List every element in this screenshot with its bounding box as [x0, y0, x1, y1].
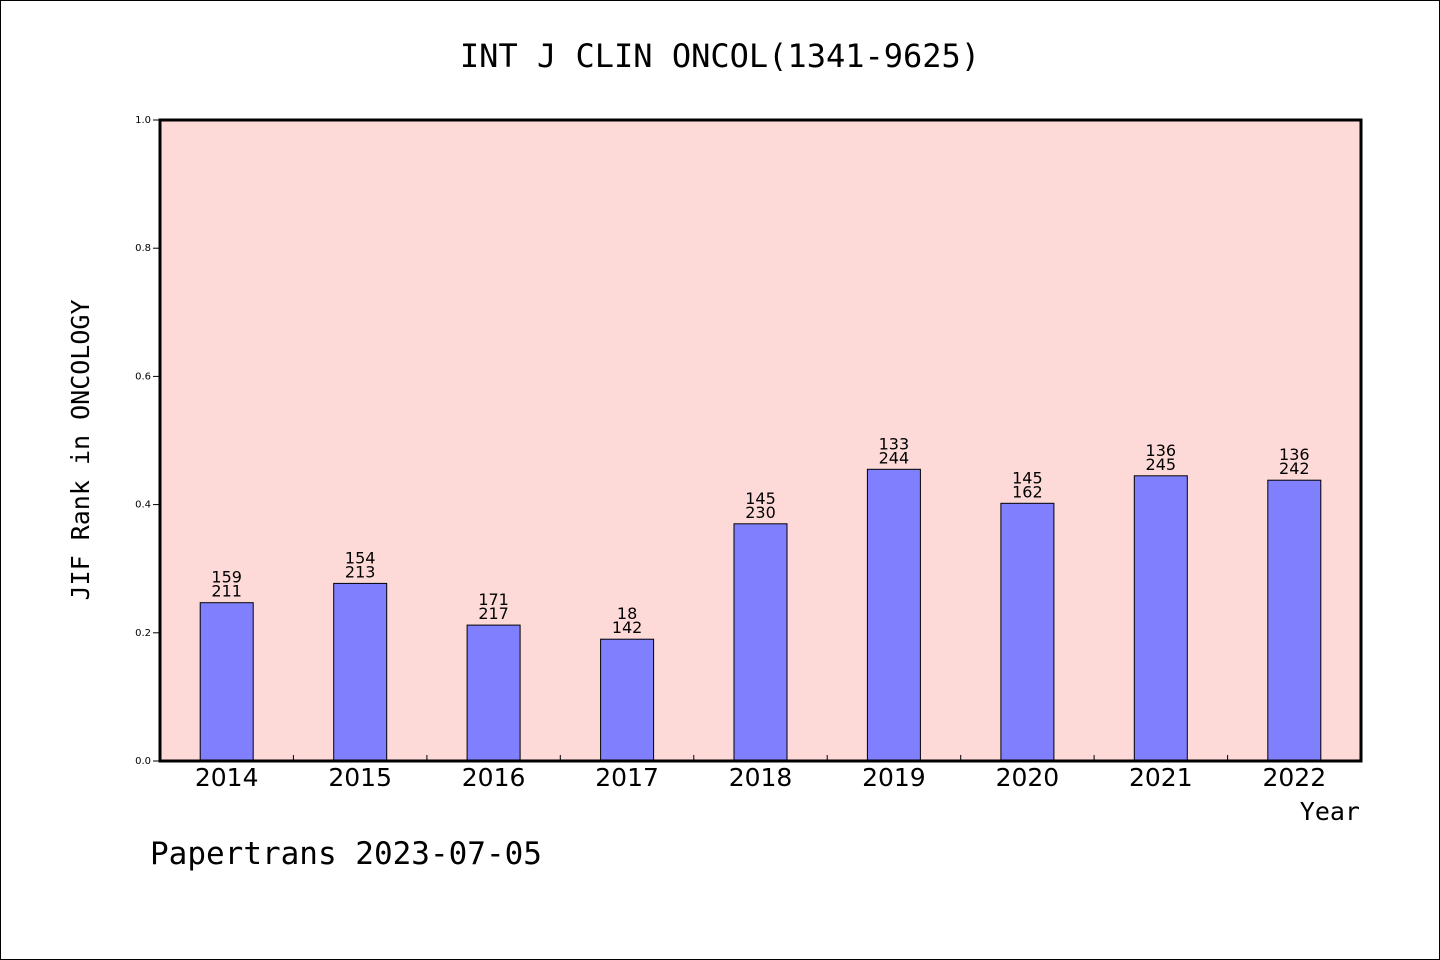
data-label-rank-2015: 154 [345, 548, 376, 567]
bars-layer [199, 468, 1322, 762]
y-tick-label-0.2: 0.2 [135, 628, 151, 639]
data-label-total-2014: 211 [211, 582, 242, 601]
data-label-rank-2019: 133 [879, 434, 910, 453]
x-axis: 2014 2015 2016 2017 2018 2019 2020 2021 2022 [195, 755, 1326, 792]
data-label-rank-2014: 159 [211, 568, 242, 587]
data-label-total-2019: 244 [879, 448, 910, 467]
data-label-total-2016: 217 [478, 604, 509, 623]
bar-2017 [600, 638, 655, 762]
y-tick-label-0.4: 0.4 [135, 500, 151, 511]
data-label-rank-2017: 18 [617, 604, 637, 623]
data-label-rank-2018: 145 [745, 489, 776, 508]
x-axis-title: Year [1300, 797, 1360, 826]
y-tick-label-0.6: 0.6 [135, 371, 151, 382]
y-tick-label-0.8: 0.8 [135, 243, 151, 254]
x-tick-label-2016: 2016 [462, 763, 526, 792]
data-label-rank-2021: 136 [1146, 441, 1177, 460]
bar-2021 [1133, 475, 1188, 762]
bar-2014 [199, 602, 254, 762]
chart-title: INT J CLIN ONCOL(1341-9625) [460, 37, 980, 75]
plot-border [158, 118, 1363, 763]
y-axis-title: JIF Rank in ONCOLOGY [66, 299, 95, 600]
data-label-total-2017: 142 [612, 618, 643, 637]
x-tick-label-2017: 2017 [595, 763, 659, 792]
data-label-total-2021: 245 [1146, 455, 1177, 474]
x-tick-label-2015: 2015 [328, 763, 392, 792]
data-label-rank-2016: 171 [478, 590, 509, 609]
y-tick-label-1.0: 1.0 [135, 115, 151, 126]
data-label-total-2020: 162 [1012, 482, 1043, 501]
bar-2022 [1267, 479, 1322, 762]
y-axis: 0.0 0.2 0.4 0.6 0.8 1.0 [135, 115, 160, 767]
data-label-rank-2020: 145 [1012, 468, 1043, 487]
bar-2015 [333, 582, 388, 762]
data-label-total-2022: 242 [1279, 459, 1310, 478]
data-label-total-2015: 213 [345, 562, 376, 581]
x-tick-label-2021: 2021 [1129, 763, 1193, 792]
bar-2018 [733, 523, 788, 762]
bar-2019 [866, 468, 921, 762]
x-tick-label-2020: 2020 [996, 763, 1060, 792]
data-label-total-2018: 230 [745, 503, 776, 522]
bar-2020 [1000, 502, 1055, 762]
x-tick-label-2022: 2022 [1262, 763, 1326, 792]
x-tick-label-2014: 2014 [195, 763, 259, 792]
footer-text: Papertrans 2023-07-05 [150, 836, 542, 872]
x-tick-label-2018: 2018 [729, 763, 793, 792]
y-tick-label-0.0: 0.0 [135, 756, 151, 767]
data-label-rank-2022: 136 [1279, 445, 1310, 464]
bar-2016 [466, 624, 521, 762]
x-tick-label-2019: 2019 [862, 763, 926, 792]
